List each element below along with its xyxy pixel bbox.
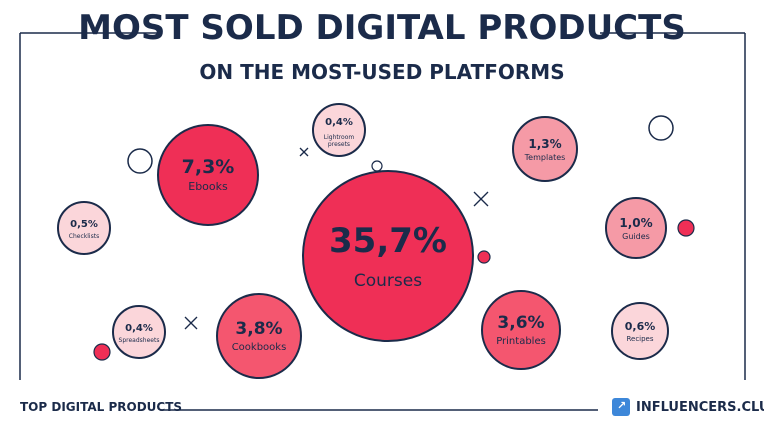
influencers-club-logo-icon: ↗ bbox=[612, 398, 630, 416]
bubble-templates bbox=[512, 116, 578, 182]
bubble-checklists bbox=[57, 201, 111, 255]
bubble-guides bbox=[605, 197, 667, 259]
bubble-label-lightroom-presets-1: presets bbox=[328, 141, 350, 148]
bubble-value-cookbooks: 3,8% bbox=[235, 319, 282, 339]
deco-dot-2 bbox=[477, 250, 491, 264]
deco-cross-3 bbox=[184, 316, 198, 330]
bubble-value-guides: 1,0% bbox=[619, 216, 652, 230]
bubble-label-guides: Guides bbox=[622, 232, 650, 241]
bubble-value-spreadsheets: 0,4% bbox=[125, 323, 153, 334]
bubble-value-checklists: 0,5% bbox=[70, 219, 98, 230]
bubble-label-templates: Templates bbox=[524, 153, 566, 162]
bubble-spreadsheets bbox=[112, 305, 166, 359]
deco-dot-3 bbox=[93, 343, 111, 361]
page-title: MOST SOLD DIGITAL PRODUCTS bbox=[78, 8, 686, 48]
deco-cross-1 bbox=[299, 147, 309, 157]
page-subtitle: ON THE MOST-USED PLATFORMS bbox=[199, 60, 565, 84]
footer-label: TOP DIGITAL PRODUCTS bbox=[20, 400, 183, 414]
bubble-label-spreadsheets: Spreadsheets bbox=[119, 337, 160, 344]
deco-ring-1 bbox=[127, 148, 153, 174]
bubble-lightroom-presets bbox=[312, 103, 366, 157]
bubble-value-courses: 35,7% bbox=[329, 221, 447, 261]
bubble-cookbooks bbox=[216, 293, 302, 379]
bubble-label-printables: Printables bbox=[496, 336, 546, 347]
bubble-courses bbox=[302, 170, 474, 342]
bubble-label-ebooks: Ebooks bbox=[188, 180, 228, 193]
deco-cross-2 bbox=[473, 191, 489, 207]
bubble-value-recipes: 0,6% bbox=[625, 320, 656, 333]
deco-dot-1 bbox=[677, 219, 695, 237]
bubble-label-lightroom-presets-0: Lightroom bbox=[324, 134, 355, 141]
deco-ring-3 bbox=[371, 160, 383, 172]
bubble-recipes bbox=[611, 302, 669, 360]
bubble-value-lightroom-presets: 0,4% bbox=[325, 117, 353, 128]
bubble-label-courses: Courses bbox=[354, 271, 422, 291]
bubble-label-recipes: Recipes bbox=[626, 335, 653, 343]
brand-name: INFLUENCERS.CLUB bbox=[636, 400, 764, 415]
bubble-value-templates: 1,3% bbox=[528, 137, 561, 151]
bubble-value-ebooks: 7,3% bbox=[182, 156, 235, 178]
bubble-printables bbox=[481, 290, 561, 370]
bubble-label-checklists: Checklists bbox=[69, 233, 99, 240]
bubble-value-printables: 3,6% bbox=[497, 313, 544, 333]
bubble-label-cookbooks: Cookbooks bbox=[232, 342, 287, 353]
bubble-ebooks bbox=[157, 124, 259, 226]
deco-ring-2 bbox=[648, 115, 674, 141]
